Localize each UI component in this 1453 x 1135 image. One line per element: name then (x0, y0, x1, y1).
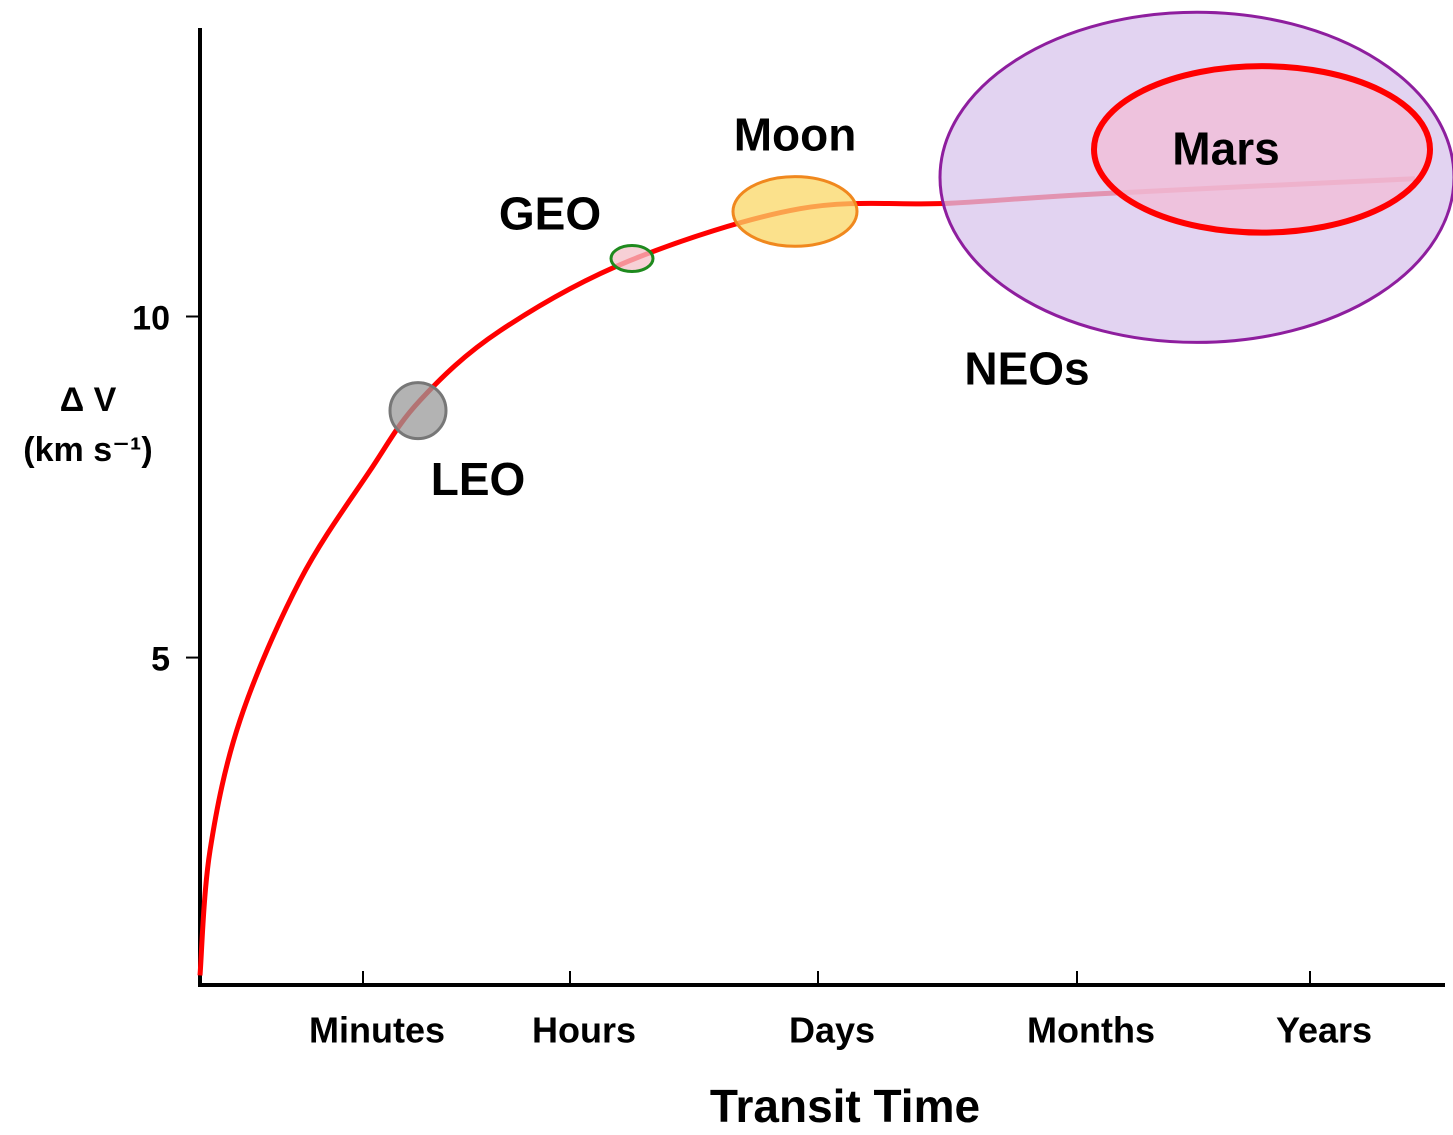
y-axis-label: Δ V (60, 381, 117, 419)
y-axis-label: (km s⁻¹) (23, 431, 152, 469)
x-tick-label: Minutes (309, 1010, 445, 1051)
x-tick-label: Days (789, 1010, 875, 1051)
region (388, 381, 448, 441)
region (731, 175, 859, 248)
x-tick-label: Hours (532, 1010, 636, 1051)
region-label: LEO (431, 453, 526, 505)
region-label: GEO (499, 188, 601, 240)
region (609, 244, 655, 273)
region (1091, 63, 1433, 236)
region-label: Mars (1172, 123, 1279, 175)
x-tick-label: Months (1027, 1010, 1155, 1051)
region-label: NEOs (964, 342, 1089, 394)
region-label: Moon (734, 109, 857, 161)
y-tick-label: 5 (151, 641, 170, 679)
y-tick-label: 10 (132, 299, 170, 337)
x-axis-label: Transit Time (710, 1080, 980, 1132)
x-tick-label: Years (1276, 1010, 1372, 1051)
